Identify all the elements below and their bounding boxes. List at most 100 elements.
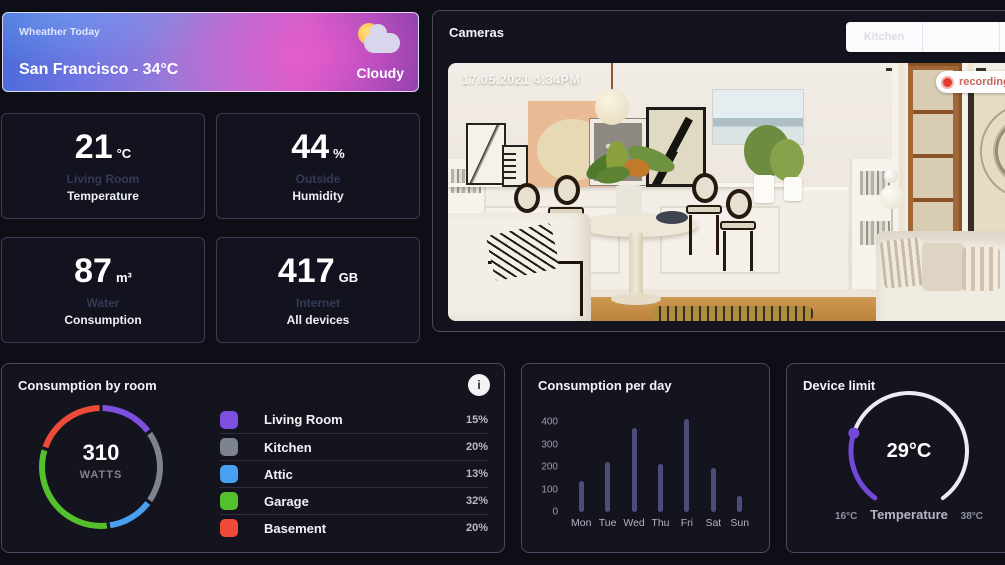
stat-value: 417 <box>277 251 335 290</box>
weather-title: Wheather Today <box>19 26 100 38</box>
legend-swatch <box>220 465 238 483</box>
cameras-title: Cameras <box>449 25 504 40</box>
stat-card-water: 87 m³ Water Consumption <box>1 237 205 343</box>
camera-tabs: Kitchen <box>846 22 1005 52</box>
legend-label: Living Room <box>264 412 343 427</box>
stat-subtitle: Internet <box>295 295 340 310</box>
pendant-cord <box>611 63 613 91</box>
bar-plot <box>568 411 753 512</box>
pillow <box>922 243 964 291</box>
potted-plant <box>770 139 804 181</box>
gauge-axis-label: Temperature <box>870 507 948 522</box>
dining-chair <box>726 189 752 219</box>
bar-y-tick: 200 <box>541 461 558 473</box>
weather-location-temp: San Francisco - 34°C <box>19 61 179 78</box>
bar-x-label: Sun <box>730 517 750 529</box>
framed-art-arrows <box>646 107 706 187</box>
camera-tab-3[interactable] <box>1000 22 1005 52</box>
bar-x-label: Sat <box>705 517 722 529</box>
bar-x-label: Tue <box>598 517 617 529</box>
framed-art-sketch <box>466 123 506 185</box>
donut-chart <box>39 405 163 529</box>
bar-x-label: Fri <box>680 517 694 529</box>
bar <box>684 418 690 512</box>
stat-unit: GB <box>338 269 359 285</box>
bar <box>578 480 584 512</box>
stat-unit: % <box>333 145 345 161</box>
legend-percent: 20% <box>465 441 488 453</box>
donut-total-watts: 310 <box>82 440 120 465</box>
framed-art-sunburst <box>968 75 1005 243</box>
dining-chair <box>514 183 540 213</box>
stat-card-internet: 417 GB Internet All devices <box>216 237 420 343</box>
stat-card-humidity: 44% Outside Humidity <box>216 113 420 219</box>
legend-swatch <box>220 492 238 510</box>
stat-label: Consumption <box>64 312 142 327</box>
donut-unit-label: WATTS <box>79 469 123 481</box>
legend-label: Basement <box>264 520 327 536</box>
dining-chair <box>554 175 580 205</box>
bar-y-tick: 100 <box>541 484 558 496</box>
cameras-panel: Cameras Kitchen <box>432 10 1005 332</box>
stat-unit: m³ <box>115 269 132 285</box>
camera-timestamp: 17.05.2021 4:34PM <box>462 73 581 87</box>
legend-label: Attic <box>264 466 293 482</box>
stat-label: Humidity <box>292 188 344 203</box>
bowl <box>656 211 688 224</box>
bar <box>737 496 743 512</box>
stat-value: 21 <box>74 127 113 166</box>
legend-percent: 20% <box>465 522 488 534</box>
bar-y-axis: 0 100 200 300 400 <box>532 411 558 518</box>
gauge-min-label: 16°C <box>835 511 858 522</box>
stat-unit: °C <box>116 145 132 161</box>
legend-row: Garage 32% <box>220 487 488 514</box>
bar <box>605 461 611 512</box>
framed-art-typography <box>502 145 528 187</box>
legend-row: Living Room 15% <box>220 406 488 433</box>
legend-swatch <box>220 519 238 537</box>
dining-chair <box>692 173 718 203</box>
stat-label: Temperature <box>67 188 139 203</box>
legend-row: Attic 13% <box>220 460 488 487</box>
recording-label: recording <box>959 76 1005 88</box>
info-icon[interactable]: i <box>468 374 490 396</box>
pendant-lamp <box>595 89 629 125</box>
bar-x-labels: Mon Tue Wed Thu Fri Sat Sun <box>568 517 753 529</box>
pillow <box>879 236 927 290</box>
gauge-handle <box>848 427 860 439</box>
day-panel-title: Consumption per day <box>538 378 672 393</box>
bar <box>710 468 716 512</box>
stat-subtitle: Outside <box>295 171 341 186</box>
sun-cloud-icon <box>354 23 402 59</box>
consumption-by-room-panel: Consumption by room i 310 WATTS Living R… <box>1 363 505 553</box>
legend-label: Garage <box>264 493 309 509</box>
legend-row: Basement 20% <box>220 514 488 541</box>
camera-tab-1[interactable]: Kitchen <box>846 22 923 52</box>
consumption-per-day-panel: Consumption per day 0 100 200 300 400 Mon Tue… <box>521 363 770 553</box>
bar-x-label: Thu <box>651 517 670 529</box>
stat-subtitle: Living Room <box>66 171 140 186</box>
weather-condition: Cloudy <box>356 65 404 81</box>
record-icon <box>941 75 954 89</box>
gauge-max-label: 38°C <box>960 511 983 522</box>
device-limit-panel: Device limit 29°C 16°C Temperature 38°C <box>786 363 1005 553</box>
bar-y-tick: 300 <box>541 439 558 451</box>
vase <box>616 185 642 217</box>
camera-tab-2[interactable] <box>923 22 1000 52</box>
legend-row: Kitchen 20% <box>220 433 488 460</box>
gauge-value: 29°C <box>886 440 932 462</box>
bar-y-tick: 400 <box>541 416 558 428</box>
stat-label: All devices <box>286 312 350 327</box>
bar <box>657 463 663 512</box>
legend-percent: 13% <box>465 468 488 480</box>
legend-swatch <box>220 438 238 456</box>
stat-subtitle: Water <box>86 295 120 310</box>
camera-feed-image: 17.05.2021 4:34PM recording <box>448 63 1005 321</box>
rug <box>653 306 813 321</box>
legend-swatch <box>220 410 238 429</box>
stat-value: 44 <box>291 127 330 166</box>
temperature-gauge <box>839 381 979 521</box>
bar <box>631 427 637 512</box>
legend-percent: 32% <box>465 495 488 507</box>
